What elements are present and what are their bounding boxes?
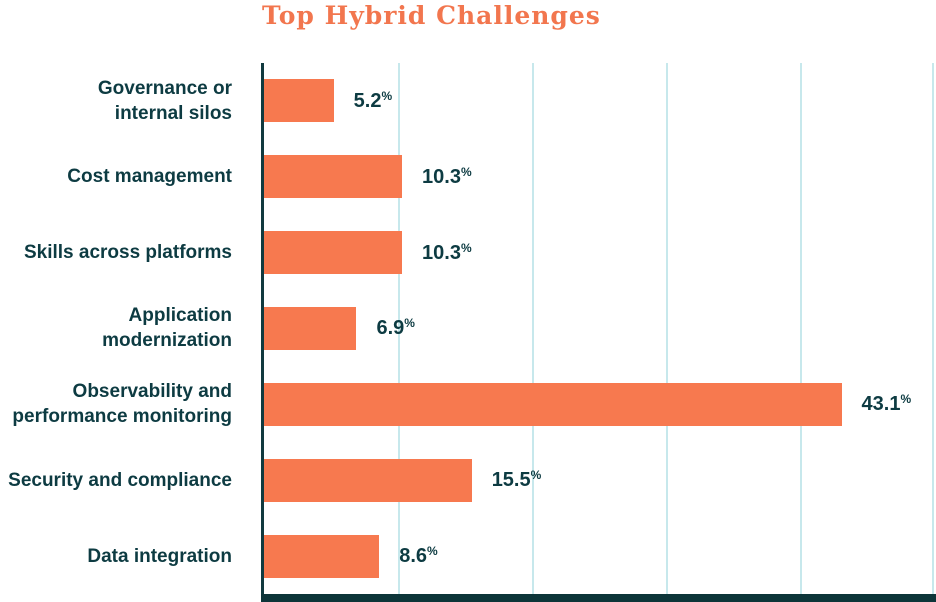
- percent-sign: %: [460, 240, 472, 255]
- value-number: 10.3: [422, 241, 461, 264]
- gridline: [398, 63, 400, 594]
- plot-area: 5.2% 10.3% 10.3% 6.9% 43.1% 15.5% 8.6%: [261, 63, 934, 594]
- value-label: 10.3%: [422, 165, 472, 189]
- percent-sign: %: [404, 316, 415, 331]
- percent-sign: %: [427, 544, 438, 559]
- bar-row: 5.2%: [264, 63, 934, 139]
- category-label-column: Governance or internal silos Cost manageme…: [0, 63, 232, 594]
- x-axis-line: [261, 594, 936, 602]
- bar: [264, 458, 472, 502]
- percent-sign: %: [460, 164, 472, 179]
- gridline: [666, 63, 668, 594]
- value-label: 43.1%: [862, 392, 912, 416]
- percent-sign: %: [530, 468, 542, 483]
- percent-sign: %: [900, 392, 912, 407]
- gridline: [800, 63, 802, 594]
- category-label: Observability and performance monitoring: [12, 381, 232, 428]
- bar-rows: 5.2% 10.3% 10.3% 6.9% 43.1% 15.5% 8.6%: [264, 63, 934, 594]
- value-number: 5.2: [353, 89, 382, 112]
- value-number: 43.1: [861, 393, 901, 416]
- bar: [264, 79, 334, 123]
- category-label: Data integration: [87, 545, 232, 567]
- bar-row: 6.9%: [264, 291, 934, 367]
- bar: [264, 155, 403, 199]
- chart-title: Top Hybrid Challenges: [262, 1, 601, 30]
- bar-row: 10.3%: [264, 215, 934, 291]
- value-label: 15.5%: [492, 468, 542, 492]
- bar-row: 15.5%: [264, 442, 934, 518]
- category-label: Cost management: [67, 166, 232, 188]
- bar-row: 43.1%: [264, 366, 934, 442]
- value-label: 5.2%: [354, 89, 392, 113]
- gridline: [532, 63, 534, 594]
- bar: [264, 306, 357, 350]
- bar: [264, 534, 380, 578]
- value-label: 10.3%: [422, 241, 472, 265]
- bar-row: 10.3%: [264, 139, 934, 215]
- percent-sign: %: [381, 88, 393, 103]
- category-label: Governance or internal silos: [97, 77, 232, 124]
- value-label: 6.9%: [376, 316, 414, 340]
- value-number: 6.9: [376, 317, 405, 340]
- category-label: Skills across platforms: [23, 242, 232, 264]
- value-number: 15.5: [491, 469, 531, 492]
- gridline: [932, 63, 934, 594]
- value-number: 10.3: [422, 165, 461, 188]
- bar-row: 8.6%: [264, 518, 934, 594]
- bar: [264, 231, 403, 275]
- category-label: Security and compliance: [8, 469, 232, 491]
- value-number: 8.6: [399, 545, 428, 568]
- value-label: 8.6%: [399, 544, 437, 568]
- category-label: Application modernization: [102, 305, 232, 352]
- bar: [264, 382, 842, 426]
